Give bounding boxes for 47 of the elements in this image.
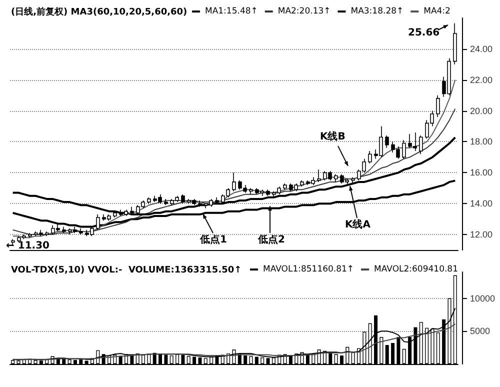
candlestick <box>232 172 236 192</box>
candlestick <box>45 231 49 236</box>
candlestick <box>385 135 389 148</box>
candlestick <box>453 22 457 65</box>
annotation: K线A <box>345 218 371 230</box>
y-tick-label: 20.00 <box>470 106 493 116</box>
candlestick <box>419 135 423 155</box>
y-tick-label: 24.00 <box>470 44 493 54</box>
candlestick <box>368 150 372 164</box>
candlestick <box>317 169 321 182</box>
chart-title: (日线,前复权) MA3(60,10,20,5,60,60) <box>11 6 188 18</box>
line-series <box>12 323 456 360</box>
legend-label: MAVOL2:609410.81 <box>374 264 458 274</box>
candlestick <box>436 94 440 118</box>
legend-label: MAVOL1:851160.81↑ <box>263 264 354 274</box>
candlestick <box>402 140 406 160</box>
y-tick-label: 18.00 <box>470 136 493 147</box>
line-series <box>12 108 456 236</box>
candlestick <box>300 180 304 187</box>
y-tick-label: 14.00 <box>470 198 493 209</box>
candlestick <box>283 183 287 190</box>
y-tick-label: 10000 <box>470 293 496 304</box>
candlestick <box>62 226 66 234</box>
annotation: ← 11.30 <box>6 240 50 252</box>
candlestick <box>215 197 219 204</box>
legend-label: MA3:18.28↑ <box>350 6 404 16</box>
y-tick-label: 22.00 <box>470 74 493 85</box>
candlestick <box>164 198 168 206</box>
candlestick <box>198 200 202 208</box>
y-tick-label: 12.00 <box>470 230 493 240</box>
annotation: 低点1 <box>199 234 227 246</box>
candlestick <box>147 197 151 204</box>
candlestick <box>266 189 270 196</box>
annotation: K线B <box>320 130 346 142</box>
candlestick <box>28 232 32 238</box>
legend-label: MA2:20.13↑ <box>278 6 331 16</box>
y-tick-label: 5000 <box>470 326 490 336</box>
chart-title: VOL-TDX(5,10) VVOL:- VOLUME:1363315.50↑ <box>11 266 242 276</box>
candlestick <box>249 188 253 195</box>
candlestick <box>351 176 355 184</box>
candlestick <box>181 194 185 204</box>
annotation: 低点2 <box>257 234 285 246</box>
legend-label: MA4:2 <box>424 6 450 16</box>
y-tick-label: 16.00 <box>470 168 493 178</box>
candlestick <box>334 174 338 182</box>
legend-label: MA1:15.48↑ <box>205 6 258 16</box>
annotation: 25.66 <box>408 28 440 38</box>
